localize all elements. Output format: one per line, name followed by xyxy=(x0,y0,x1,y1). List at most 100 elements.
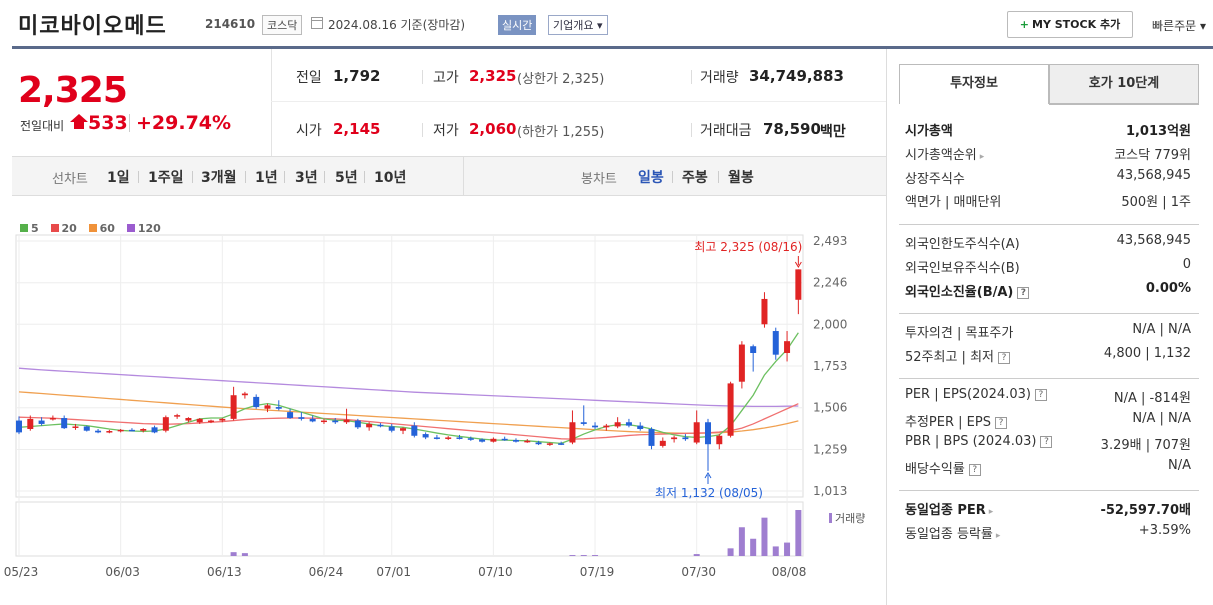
period-1y[interactable]: 1년 xyxy=(255,170,278,186)
help-icon[interactable]: ? xyxy=(968,464,981,476)
stock-name: 미코바이오메드 xyxy=(18,14,167,39)
candle-body xyxy=(592,425,599,428)
candle-body xyxy=(162,417,169,431)
candle-body xyxy=(659,440,666,446)
divider xyxy=(691,70,692,84)
volume-bar xyxy=(592,555,599,556)
help-icon[interactable]: ? xyxy=(1040,436,1053,448)
candle-body xyxy=(580,422,587,424)
volume-bar xyxy=(795,510,802,556)
candle-body xyxy=(400,428,407,431)
info-key: 52주최고 | 최저? xyxy=(905,346,1010,365)
current-price: 2,325 xyxy=(18,70,128,111)
legend-swatch xyxy=(88,224,97,232)
divider xyxy=(899,490,1199,491)
realtime-button[interactable]: 실시간 xyxy=(498,15,537,35)
info-row[interactable]: 동일업종 등락률 ▸ +3.59% xyxy=(905,523,1191,545)
help-icon[interactable]: ? xyxy=(998,352,1010,364)
info-row: 배당수익률? N/A xyxy=(905,458,1191,480)
trade-value-unit: 백만 xyxy=(820,124,846,140)
prev-close-value: 1,792 xyxy=(333,67,381,85)
low-value: 2,060 xyxy=(469,120,517,138)
quick-order-button[interactable]: 빠른주문 ▾ xyxy=(1152,19,1206,33)
candle-daily[interactable]: 일봉 xyxy=(638,170,664,186)
candle-body xyxy=(716,435,723,445)
info-row[interactable]: 시가총액순위 ▸ 코스닥 779위 xyxy=(905,144,1191,166)
divider xyxy=(1049,104,1199,105)
candle-body xyxy=(320,420,327,423)
price-chart[interactable]: 2,493 2,246 2,000 1,753 1,506 1,259 1,013 05/23… xyxy=(0,0,886,605)
info-row: 외국인한도주식수(A) 43,568,945 xyxy=(905,233,1191,255)
candle-body xyxy=(287,412,294,419)
candle-body xyxy=(264,405,271,409)
candle-body xyxy=(83,426,90,431)
divider xyxy=(899,313,1199,314)
candle-body xyxy=(784,341,791,353)
period-10y[interactable]: 10년 xyxy=(374,170,407,186)
legend-ma5: 5 xyxy=(20,222,39,235)
period-3y[interactable]: 3년 xyxy=(295,170,318,186)
up-arrow-icon-base xyxy=(74,122,84,129)
candle-body xyxy=(117,429,124,432)
period-5y[interactable]: 5년 xyxy=(335,170,358,186)
legend-label: 5 xyxy=(31,222,39,235)
volume-label: 거래량 xyxy=(700,70,739,86)
y-tick-label: 2,246 xyxy=(813,276,847,290)
volume-bar xyxy=(738,527,745,556)
candle-body xyxy=(445,437,452,439)
add-mystock-button[interactable]: + MY STOCK 추가 xyxy=(1007,11,1133,38)
volume-bar xyxy=(580,555,587,556)
candle-body xyxy=(625,422,632,426)
period-3m[interactable]: 3개월 xyxy=(201,170,237,186)
candle-body xyxy=(140,429,147,431)
candle-weekly[interactable]: 주봉 xyxy=(682,170,708,186)
info-key: 외국인한도주식수(A) xyxy=(905,237,1020,252)
x-tick-label: 06/13 xyxy=(207,565,242,579)
candle-body xyxy=(241,393,248,396)
up-arrow-icon xyxy=(70,114,88,122)
x-tick-label: 08/08 xyxy=(772,565,807,579)
divider xyxy=(138,171,139,183)
volume-bar xyxy=(750,538,757,556)
candle-body xyxy=(614,422,621,427)
info-value: N/A | -814원 xyxy=(1113,391,1191,406)
period-1d[interactable]: 1일 xyxy=(107,170,130,186)
tab-invest-info[interactable]: 투자정보 xyxy=(899,64,1049,104)
candle-monthly[interactable]: 월봉 xyxy=(728,170,754,186)
divider xyxy=(672,171,673,183)
info-row[interactable]: 동일업종 PER ▸ -52,597.70배 xyxy=(905,499,1191,521)
line-chart-label[interactable]: 선차트 xyxy=(52,172,88,187)
info-value: 0 xyxy=(1182,257,1191,272)
open-value: 2,145 xyxy=(333,120,381,138)
info-key: 시가총액순위 ▸ xyxy=(905,148,985,163)
header-divider xyxy=(12,46,1213,49)
help-icon[interactable]: ? xyxy=(994,417,1007,429)
tab-hoga-10[interactable]: 호가 10단계 xyxy=(1049,64,1199,104)
company-overview-button[interactable]: 기업개요 ▾ xyxy=(548,15,608,35)
candle-body xyxy=(704,422,711,445)
info-key: 액면가 | 매매단위 xyxy=(905,195,1002,210)
volume-bar xyxy=(761,517,768,556)
info-key: 추정PER | EPS? xyxy=(905,411,1007,430)
divider xyxy=(886,49,887,605)
info-value: 3.29배 | 707원 xyxy=(1100,438,1191,453)
x-tick-label: 07/01 xyxy=(376,565,411,579)
candle-body xyxy=(671,437,678,440)
x-tick-label: 07/19 xyxy=(580,565,615,579)
change-label: 전일대비 xyxy=(20,119,65,133)
info-value: 43,568,945 xyxy=(1116,168,1191,183)
candle-body xyxy=(603,425,610,428)
candle-body xyxy=(95,430,102,433)
upper-limit: (상한가 2,325) xyxy=(517,72,605,87)
candle-body xyxy=(332,420,339,423)
help-icon[interactable]: ? xyxy=(1034,389,1047,401)
period-1w[interactable]: 1주일 xyxy=(148,170,184,186)
volume-bar xyxy=(230,552,237,556)
divider xyxy=(899,224,1199,225)
help-icon[interactable]: ? xyxy=(1017,287,1030,299)
price-change-percent: +29.74% xyxy=(136,112,232,134)
info-value: 0.00% xyxy=(1145,281,1191,296)
info-value: 500원 | 1주 xyxy=(1121,195,1191,210)
legend-ma20: 20 xyxy=(50,222,77,235)
candle-body xyxy=(648,429,655,446)
